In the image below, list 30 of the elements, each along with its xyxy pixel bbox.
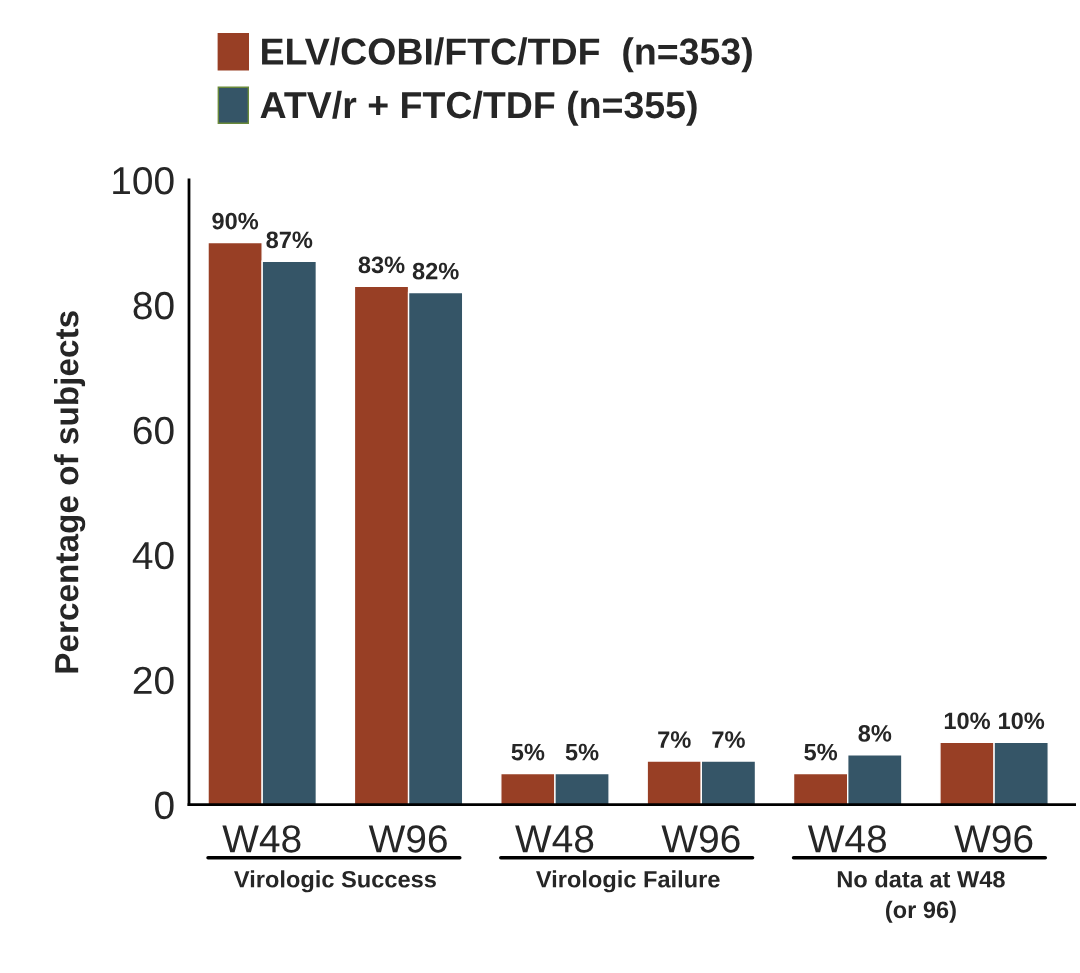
data-label: 7% bbox=[712, 731, 745, 748]
x-tick-label: W96 bbox=[368, 825, 447, 853]
data-label: 83% bbox=[358, 256, 405, 274]
data-label: 8% bbox=[858, 724, 892, 742]
legend-label: ATV/r + FTC/TDF (n=355) bbox=[260, 90, 697, 126]
text: Virologic Success bbox=[234, 870, 436, 893]
data-label: 5% bbox=[565, 743, 599, 761]
x-tick-label: W96 bbox=[661, 825, 740, 853]
data-label: 10% bbox=[944, 712, 991, 730]
y-tick-label: 0 bbox=[155, 791, 174, 820]
y-tick-label: 100 bbox=[113, 166, 174, 195]
text: Virologic Failure bbox=[536, 870, 720, 893]
data-label: 90% bbox=[212, 212, 259, 230]
data-label: 5% bbox=[511, 743, 545, 761]
x-tick-label: W48 bbox=[515, 825, 594, 853]
data-label: 10% bbox=[999, 712, 1045, 730]
y-tick-label: 20 bbox=[133, 666, 174, 695]
y-tick-label: 60 bbox=[133, 416, 174, 445]
x-tick-label: W48 bbox=[807, 825, 886, 853]
x-tick-label: W96 bbox=[954, 825, 1033, 853]
legend-label: ELV/COBI/FTC/TDF (n=353) bbox=[262, 37, 752, 73]
data-label: 82% bbox=[412, 262, 459, 280]
data-label: 7% bbox=[658, 731, 691, 748]
y-tick-label: 80 bbox=[133, 291, 174, 320]
data-label: 5% bbox=[804, 743, 838, 761]
data-label: 87% bbox=[266, 231, 313, 249]
text: No data at W48 (or 96) bbox=[837, 870, 1005, 923]
y-tick-label: 40 bbox=[132, 541, 174, 570]
y-axis-title: Percentage of subjects bbox=[54, 311, 86, 673]
x-tick-label: W48 bbox=[222, 825, 301, 853]
